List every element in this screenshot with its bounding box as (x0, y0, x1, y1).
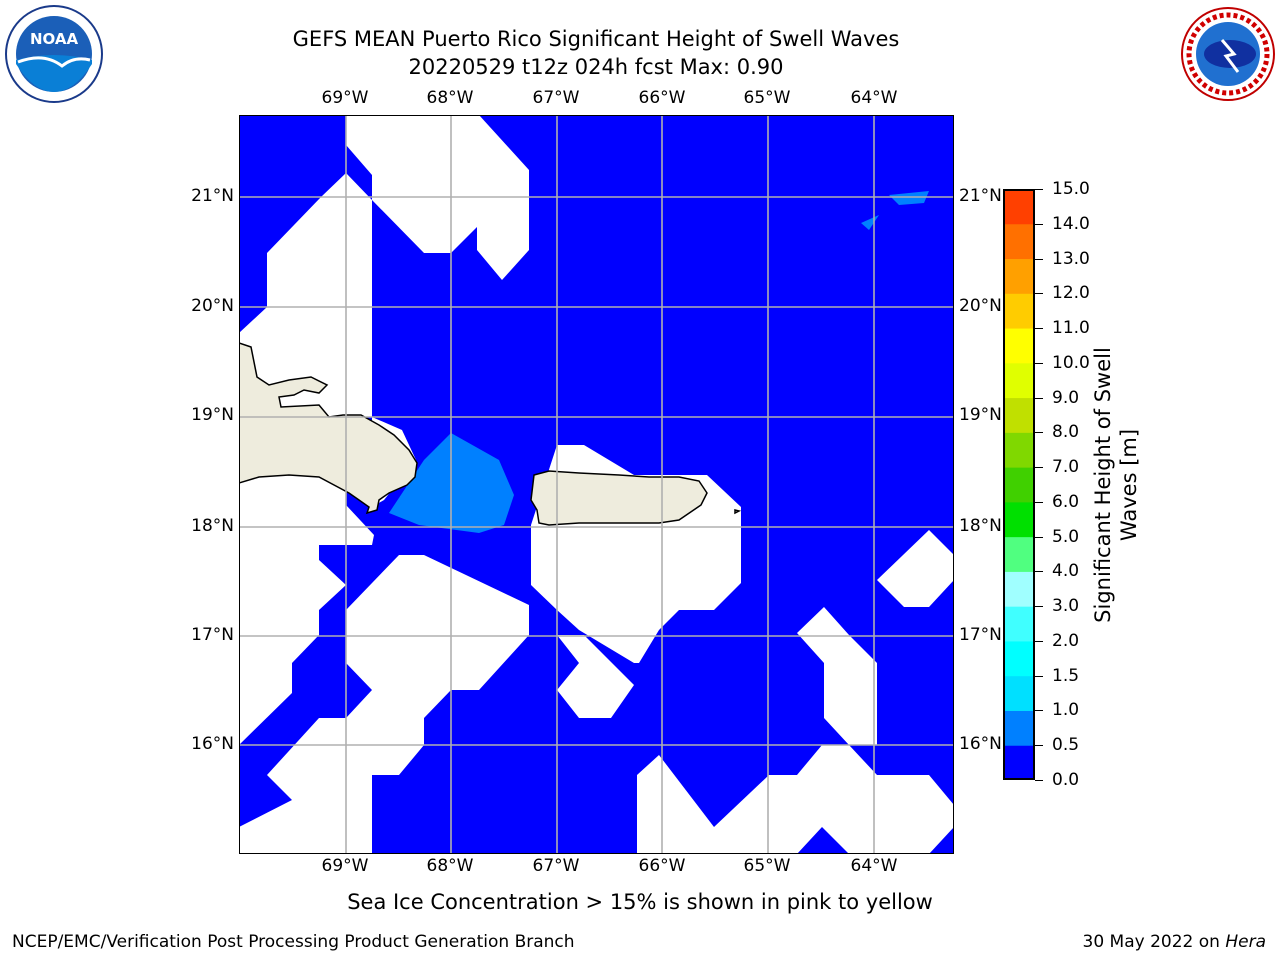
colorbar-tick-label: 11.0 (1052, 318, 1090, 339)
lon-label-bottom: 65°W (743, 856, 791, 876)
colorbar-tick-label: 6.0 (1052, 491, 1080, 512)
gridlines (239, 115, 954, 854)
colorbar-bin (1003, 536, 1035, 572)
colorbar-tick-mark (1035, 328, 1043, 330)
colorbar (1003, 189, 1035, 780)
colorbar-tick-mark (1035, 397, 1043, 399)
colorbar-bin (1003, 745, 1035, 780)
colorbar-tick-mark (1035, 536, 1043, 538)
colorbar-tick-mark (1035, 258, 1043, 260)
colorbar-tick-mark (1035, 189, 1043, 190)
colorbar-tick-mark (1035, 675, 1043, 677)
colorbar-tick-label: 4.0 (1052, 561, 1080, 582)
no-data-regions (239, 115, 954, 854)
colorbar-tick-label: 0.0 (1052, 770, 1080, 790)
nws-logo (1181, 7, 1275, 101)
footer-date: 30 May 2022 on Hera (1083, 932, 1267, 952)
lat-label-right: 18°N (959, 516, 1002, 536)
lon-label-top: 69°W (321, 88, 369, 108)
lat-label-right: 20°N (959, 296, 1002, 316)
colorbar-tick-label: 3.0 (1052, 596, 1080, 617)
lon-label-bottom: 68°W (426, 856, 474, 876)
colorbar-tick-mark (1035, 710, 1043, 712)
colorbar-bin (1003, 328, 1035, 364)
colorbar-bin (1003, 571, 1035, 607)
colorbar-tick-label: 8.0 (1052, 422, 1080, 443)
lon-label-bottom: 64°W (850, 856, 898, 876)
lat-label-right: 17°N (959, 625, 1002, 645)
colorbar-bin (1003, 362, 1035, 399)
colorbar-tick-mark (1035, 501, 1043, 503)
colorbar-tick-mark (1035, 362, 1043, 364)
colorbar-bin (1003, 258, 1035, 294)
lon-label-top: 67°W (532, 88, 580, 108)
sea-ice-note: Sea Ice Concentration > 15% is shown in … (347, 890, 933, 914)
colorbar-tick-mark (1035, 745, 1043, 747)
colorbar-tick-label: 7.0 (1052, 457, 1080, 478)
colorbar-tick-mark (1035, 467, 1043, 469)
lat-label-right: 19°N (959, 405, 1002, 425)
colorbar-tick-label: 15.0 (1052, 179, 1090, 199)
colorbar-bin (1003, 467, 1035, 503)
colorbar-tick-mark (1035, 780, 1043, 781)
chart-subtitle: 20220529 t12z 024h fcst Max: 0.90 (408, 55, 784, 79)
lon-label-top: 68°W (426, 88, 474, 108)
colorbar-bin (1003, 710, 1035, 746)
lat-label-right: 21°N (959, 186, 1002, 206)
colorbar-tick-mark (1035, 640, 1043, 642)
colorbar-bin (1003, 223, 1035, 260)
lat-label-left: 19°N (191, 405, 234, 425)
land-masses (239, 342, 742, 526)
colorbar-tick-mark (1035, 606, 1043, 608)
colorbar-tick-label: 1.5 (1052, 665, 1080, 686)
colorbar-tick-label: 13.0 (1052, 248, 1090, 269)
colorbar-tick-label: 0.5 (1052, 735, 1080, 756)
footer-date-text: 30 May 2022 on (1082, 932, 1220, 952)
colorbar-tick-label: 10.0 (1052, 352, 1090, 373)
colorbar-tick-label: 1.0 (1052, 700, 1080, 721)
virgin-islands (734, 509, 742, 515)
lon-label-top: 66°W (638, 88, 686, 108)
lon-label-top: 65°W (743, 88, 791, 108)
colorbar-tick-mark (1035, 432, 1043, 434)
lon-label-bottom: 69°W (321, 856, 369, 876)
puerto-rico-land (530, 470, 708, 526)
colorbar-bin (1003, 606, 1035, 642)
lat-label-left: 18°N (191, 516, 234, 536)
lat-label-left: 20°N (191, 296, 234, 316)
colorbar-tick-mark (1035, 293, 1043, 295)
lon-label-bottom: 67°W (532, 856, 580, 876)
colorbar-bin (1003, 501, 1035, 538)
lat-label-left: 21°N (191, 186, 234, 206)
colorbar-tick-label: 14.0 (1052, 213, 1090, 234)
colorbar-bin (1003, 293, 1035, 329)
colorbar-bin (1003, 397, 1035, 433)
map-panel (239, 115, 954, 854)
svg-text:NOAA: NOAA (30, 30, 79, 48)
lon-label-bottom: 66°W (638, 856, 686, 876)
colorbar-tick-label: 5.0 (1052, 526, 1080, 547)
colorbar-bin (1003, 675, 1035, 711)
colorbar-tick-label: 2.0 (1052, 630, 1080, 651)
chart-title: GEFS MEAN Puerto Rico Significant Height… (292, 27, 900, 51)
footer-host: Hera (1225, 932, 1266, 952)
colorbar-tick-label: 9.0 (1052, 387, 1080, 408)
lon-label-top: 64°W (850, 88, 898, 108)
hispaniola-land (239, 342, 418, 515)
colorbar-bin (1003, 189, 1035, 225)
colorbar-tick-mark (1035, 571, 1043, 573)
lat-label-left: 17°N (191, 625, 234, 645)
footer-branch: NCEP/EMC/Verification Post Processing Pr… (12, 932, 575, 952)
lat-label-left: 16°N (191, 734, 234, 754)
colorbar-tick-mark (1035, 223, 1043, 225)
colorbar-bin (1003, 432, 1035, 468)
noaa-logo: NOAA (5, 5, 103, 103)
colorbar-bin (1003, 640, 1035, 677)
lat-label-right: 16°N (959, 734, 1002, 754)
colorbar-tick-label: 12.0 (1052, 283, 1090, 304)
colorbar-label: Significant Height of Swell Waves [m] (1091, 347, 1141, 623)
